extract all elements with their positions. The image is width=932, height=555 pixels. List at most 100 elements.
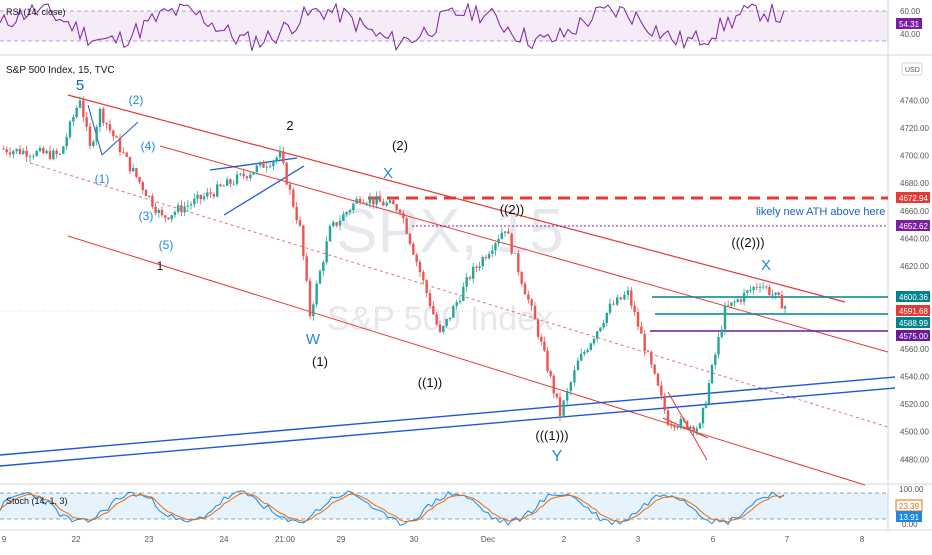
time-axis: 9 22 23 24 21:00 29 30 Dec 2 3 6 7 8 (2, 535, 865, 544)
wave-label: 5 (76, 77, 84, 94)
candle-body (285, 162, 288, 185)
candle-body (458, 300, 462, 303)
candle-body (262, 161, 265, 168)
candle-body (692, 426, 695, 432)
candle-body (633, 305, 636, 313)
price-tick: 4660.00 (900, 207, 929, 216)
candle-body (408, 233, 412, 244)
candle-body (608, 303, 612, 313)
candle-body (765, 286, 768, 288)
candle-body (8, 152, 12, 155)
candle-body (183, 206, 186, 213)
candle-body (742, 292, 746, 302)
time-tick: 23 (145, 535, 154, 544)
candle-body (305, 256, 308, 281)
candle-body (448, 317, 452, 320)
candle-body (395, 204, 398, 210)
candle-body (219, 184, 222, 187)
candle-body (144, 190, 148, 197)
candle-body (510, 233, 513, 254)
candle-body (85, 117, 88, 127)
price-tick: 4640.00 (900, 234, 929, 243)
time-tick: 29 (337, 535, 346, 544)
candle-body (487, 253, 491, 259)
time-tick: 21:00 (275, 535, 296, 544)
candle-body (135, 168, 138, 177)
candle-body (755, 286, 759, 288)
candle-body (616, 297, 619, 305)
wave-label: (2) (129, 93, 144, 107)
candle-body (605, 312, 608, 323)
rsi-label: RSI (14, close) (6, 7, 66, 17)
candle-body (432, 305, 435, 315)
candle-body (626, 290, 630, 295)
candle-body (405, 218, 408, 234)
candle-body (771, 294, 774, 296)
candle-body (596, 331, 599, 339)
candle-body (520, 272, 523, 284)
price-tick: 4740.00 (900, 96, 929, 105)
price-labels: 4672.94 4652.62 4600.36 4591.68 4588.99 4575.… (896, 192, 930, 341)
price-tag-text: 4652.62 (899, 222, 928, 231)
wave-labels: 5 (2) (4) (1) (3) (5) 1 2 (2) X W (1) ((1)) ((2)) (((1… (76, 77, 771, 465)
candle-body (586, 349, 589, 352)
price-tag-bg (896, 330, 930, 341)
price-tag-text: 4672.94 (899, 194, 928, 203)
candle-body (418, 261, 422, 272)
candle-body (761, 286, 765, 288)
candle-body (222, 185, 226, 187)
candle-body (278, 151, 282, 158)
candle-body (62, 146, 65, 154)
candle-body (58, 153, 62, 155)
candle-body (500, 232, 504, 240)
wave-label: (((1))) (535, 428, 568, 443)
candle-body (65, 137, 68, 147)
candle-body (402, 212, 405, 219)
stoch-tick-0: 0.00 (902, 520, 918, 529)
candle-body (186, 205, 190, 207)
wave-label: ((1)) (418, 375, 443, 390)
rsi-band (0, 11, 888, 41)
candle-body (686, 421, 689, 429)
price-tag-text: 4575.00 (899, 332, 928, 341)
candle-body (335, 222, 338, 226)
candle-body (468, 277, 472, 279)
candle-body (768, 287, 771, 296)
candle-body (707, 383, 711, 404)
candle-body (292, 189, 295, 207)
price-axis: USD 4740.00 4720.00 4700.00 4680.00 4660.00 4… (900, 62, 929, 464)
candle-body (412, 243, 415, 255)
candle-body (385, 202, 388, 206)
candle-body (382, 201, 385, 206)
candle-body (589, 343, 592, 350)
time-tick: 24 (220, 535, 229, 544)
candle-body (517, 253, 520, 273)
rsi-line (0, 2, 785, 51)
candle-body (569, 382, 572, 392)
candle-body (78, 100, 82, 108)
stoch-k-value: 23.39 (899, 502, 920, 511)
price-tick: 4620.00 (900, 262, 929, 271)
candle-body (75, 107, 78, 117)
wave-label: (1) (95, 172, 110, 186)
candle-body (325, 241, 328, 263)
candle-body (255, 165, 259, 172)
candle-body (167, 217, 170, 220)
candle-body (342, 214, 345, 221)
candle-body (663, 395, 666, 411)
candle-body (471, 266, 475, 279)
candle-body (435, 314, 438, 325)
candle-body (733, 301, 736, 303)
candle-body (170, 215, 173, 220)
candle-body (42, 147, 45, 154)
rsi-axis: 60.00 40.00 54.31 (896, 7, 922, 39)
candle-body (345, 212, 348, 215)
candle-body (258, 161, 262, 166)
candle-body (723, 305, 727, 330)
stoch-band (0, 493, 888, 519)
candle-body (173, 212, 177, 216)
candle-body (704, 403, 708, 408)
candle-body (315, 283, 318, 305)
candle-body (602, 322, 605, 328)
candle-body (48, 151, 52, 160)
